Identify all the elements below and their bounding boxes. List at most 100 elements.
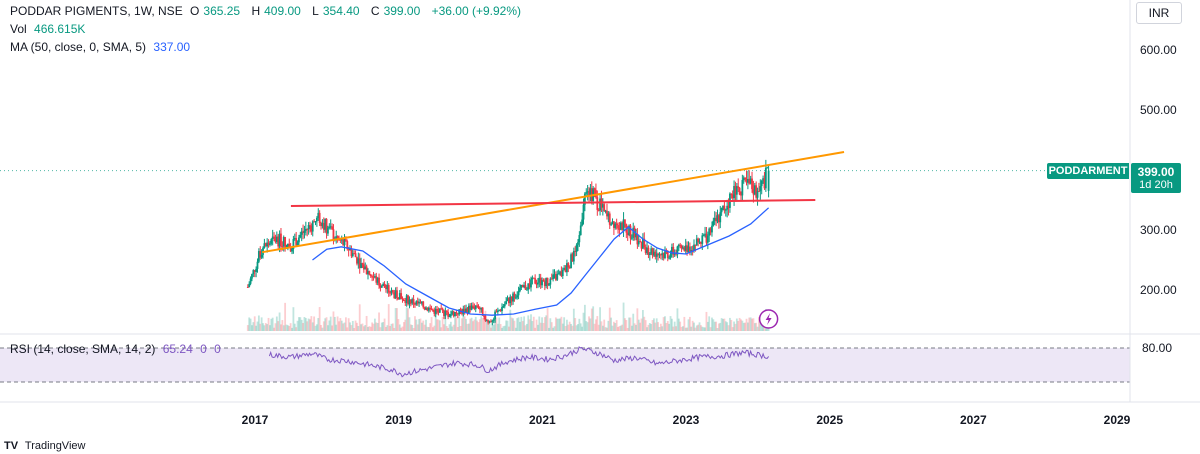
volume-legend[interactable]: Vol 466.615K xyxy=(10,22,89,36)
volume-bar xyxy=(378,312,380,331)
candle-body xyxy=(622,219,625,230)
trendline-layer xyxy=(262,151,845,254)
volume-bar xyxy=(248,317,251,331)
volume-bar xyxy=(531,321,534,331)
candle-body xyxy=(741,180,744,196)
candle-body xyxy=(378,277,380,286)
brand-logo[interactable]: TV TradingView xyxy=(4,440,85,452)
volume-bar xyxy=(676,308,679,331)
candle-body xyxy=(640,241,643,249)
candle-body xyxy=(340,239,343,241)
volume-bar xyxy=(706,321,709,331)
volume-bar xyxy=(441,316,444,331)
candle-body xyxy=(686,245,689,253)
volume-bar xyxy=(440,327,443,331)
volume-bar xyxy=(600,321,603,331)
candle-body xyxy=(724,209,727,211)
volume-bar xyxy=(740,319,742,331)
candle-body xyxy=(630,237,633,239)
candle-body xyxy=(683,247,686,251)
volume-bar xyxy=(651,320,654,331)
volume-bar xyxy=(331,325,333,331)
volume-bar xyxy=(317,318,320,331)
candle-body xyxy=(397,297,400,300)
volume-bar xyxy=(541,317,543,331)
time-tick-label: 2025 xyxy=(816,413,843,427)
candle-body xyxy=(763,178,766,189)
candle-body xyxy=(347,249,350,251)
candle-body xyxy=(315,217,318,222)
ticker-tag: PODDARMENT xyxy=(1047,163,1129,179)
candle-body xyxy=(690,250,693,252)
candle-body xyxy=(727,205,730,208)
volume-bar xyxy=(270,318,273,331)
volume-bar xyxy=(622,302,625,331)
volume-bar xyxy=(693,322,695,331)
volume-bar xyxy=(393,327,396,331)
candle-body xyxy=(624,219,626,225)
candle-body xyxy=(320,222,322,227)
candle-body xyxy=(270,239,273,244)
volume-bar xyxy=(655,318,658,331)
candle-body xyxy=(380,285,383,288)
candle-body xyxy=(755,185,758,198)
volume-bar xyxy=(697,324,700,331)
volume-bar xyxy=(530,314,532,331)
candle-body xyxy=(346,241,349,250)
candle-body xyxy=(720,207,723,213)
price-tick-label: 600.00 xyxy=(1140,43,1177,57)
candle-body xyxy=(607,213,610,217)
candle-body xyxy=(647,247,650,255)
volume-bar xyxy=(386,325,389,331)
candle-body xyxy=(740,194,742,196)
candle-body xyxy=(374,276,376,278)
candle-body xyxy=(350,248,353,257)
volume-bar xyxy=(704,327,706,331)
volume-bar xyxy=(524,325,527,331)
candle-body xyxy=(531,277,534,280)
volume-bar xyxy=(322,321,325,331)
candle-body xyxy=(447,312,450,317)
ma-legend[interactable]: MA (50, close, 0, SMA, 5) 337.00 xyxy=(10,40,194,54)
volume-bar xyxy=(340,320,343,331)
candle-body xyxy=(488,321,491,323)
volume-bar xyxy=(615,320,618,331)
volume-bar xyxy=(626,327,629,331)
volume-bar xyxy=(677,318,680,331)
currency-selector[interactable]: INR xyxy=(1136,2,1182,24)
candle-body xyxy=(677,244,680,247)
volume-bar xyxy=(463,316,466,331)
volume-bar xyxy=(510,317,513,331)
candle-body xyxy=(756,191,759,198)
volume-bar xyxy=(755,322,758,331)
symbol-title[interactable]: PODDAR PIGMENTS, 1W, NSE xyxy=(10,4,183,18)
ma-value: 337.00 xyxy=(153,40,191,54)
candle-body xyxy=(317,212,320,218)
candle-body xyxy=(560,271,563,277)
volume-bar xyxy=(495,317,498,331)
candle-body xyxy=(448,316,451,318)
candle-body xyxy=(550,278,553,280)
candle-body xyxy=(389,292,392,294)
volume-bar xyxy=(293,323,296,331)
candle-body xyxy=(666,251,669,259)
candle-body xyxy=(672,246,675,255)
volume-bar xyxy=(745,318,748,331)
candle-body xyxy=(679,244,682,246)
candle-body xyxy=(441,308,444,311)
volume-bar xyxy=(353,327,356,331)
candle-body xyxy=(382,283,385,286)
volume-bar xyxy=(686,327,689,331)
volume-bar xyxy=(304,318,307,331)
volume-bar xyxy=(642,310,644,331)
candle-body xyxy=(767,170,770,191)
volume-bar xyxy=(760,321,763,331)
volume-bar xyxy=(273,327,275,331)
candle-body xyxy=(610,224,613,226)
rsi-legend[interactable]: RSI (14, close, SMA, 14, 2) 65.24 0 0 xyxy=(10,342,225,356)
volume-bar xyxy=(636,308,639,331)
candle-body xyxy=(284,237,287,249)
candle-body xyxy=(571,254,574,262)
candle-body xyxy=(357,258,360,264)
